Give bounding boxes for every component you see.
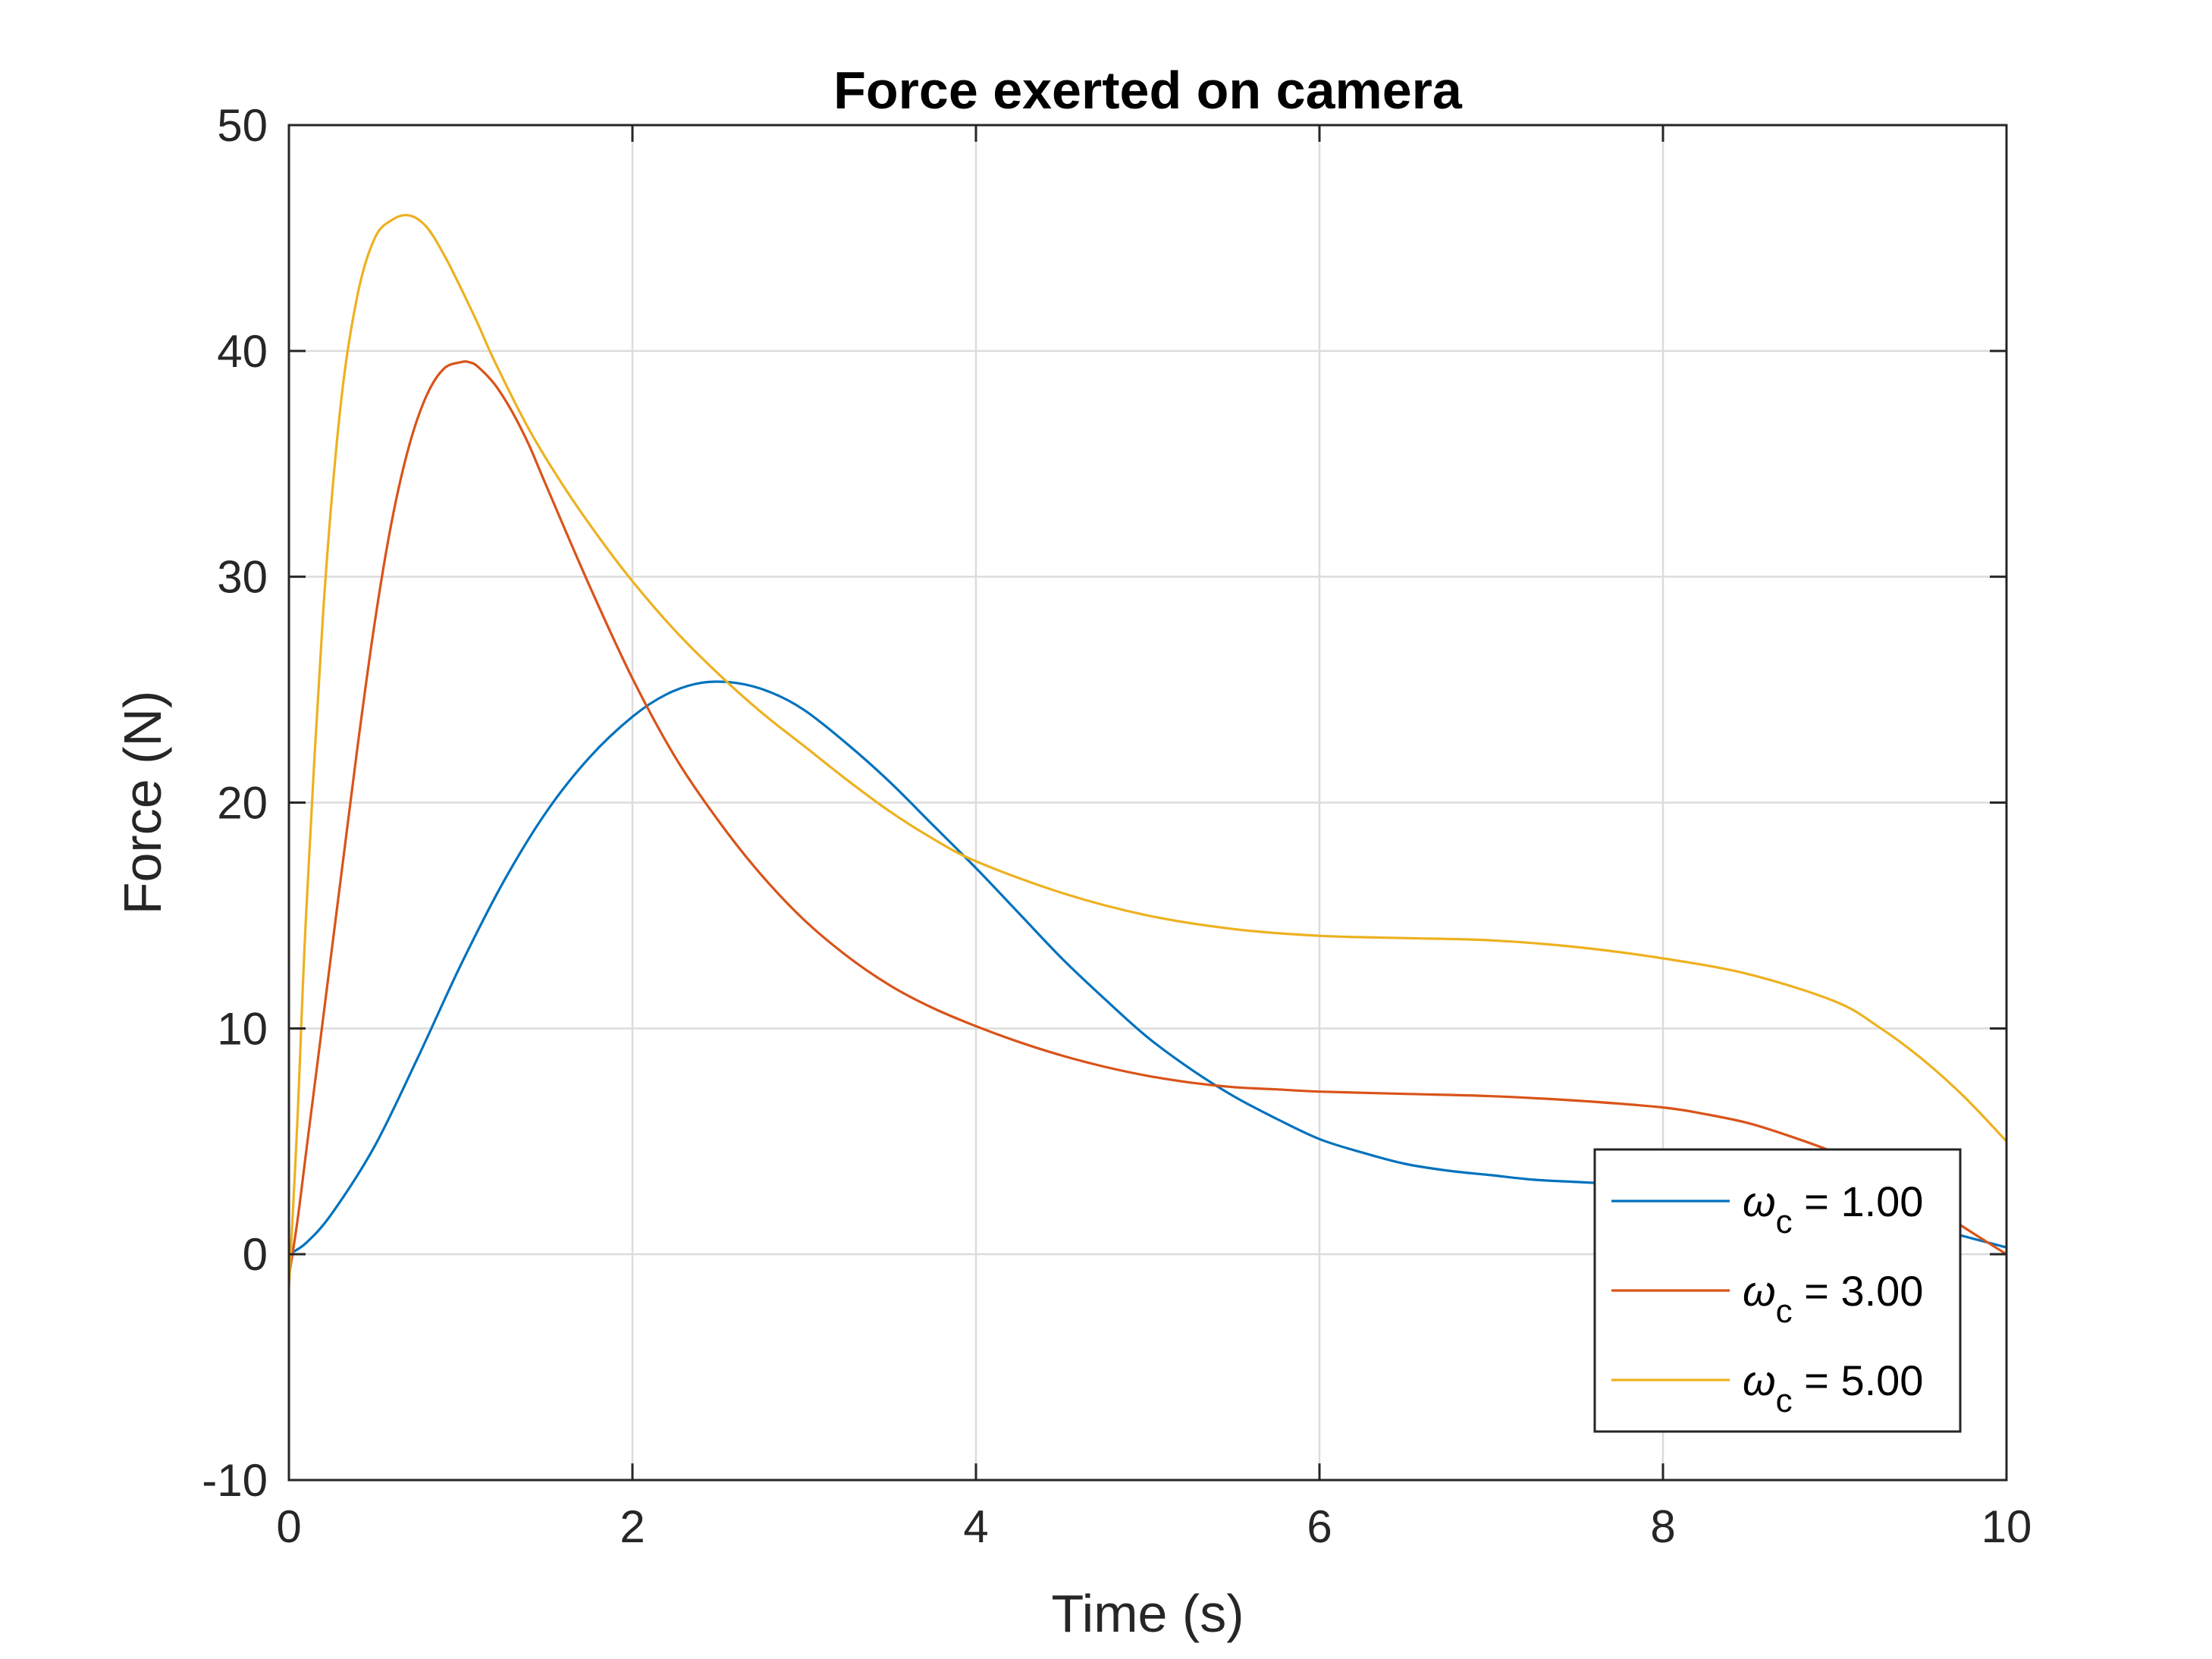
y-tick-label: 20 bbox=[217, 778, 268, 829]
series-lines bbox=[287, 214, 2008, 1288]
y-tick-label: 50 bbox=[217, 100, 268, 151]
legend-subscript: c bbox=[1776, 1382, 1793, 1419]
legend-entry-label: ωc = 3.00 bbox=[1743, 1267, 1923, 1330]
chart-title: Force exerted on camera bbox=[833, 61, 1463, 120]
legend-symbol: ω bbox=[1743, 1356, 1776, 1404]
x-tick-label: 6 bbox=[1307, 1501, 1332, 1552]
y-axis-label: Force (N) bbox=[113, 691, 172, 915]
legend-value: = 5.00 bbox=[1793, 1356, 1924, 1404]
x-tick-label: 4 bbox=[963, 1501, 988, 1552]
series-line-3 bbox=[287, 214, 2008, 1288]
y-tick-label: 40 bbox=[217, 326, 268, 377]
y-tick-label: -10 bbox=[202, 1455, 268, 1506]
y-tick-label: 10 bbox=[217, 1003, 268, 1054]
legend-entry-label: ωc = 5.00 bbox=[1743, 1356, 1923, 1419]
x-tick-label: 0 bbox=[276, 1501, 301, 1552]
legend-value: = 1.00 bbox=[1793, 1178, 1924, 1225]
legend-value: = 3.00 bbox=[1793, 1267, 1924, 1315]
grid-lines bbox=[289, 125, 2006, 1480]
y-tick-label: 30 bbox=[217, 552, 268, 603]
y-tick-label: 0 bbox=[243, 1229, 268, 1280]
series-line-2 bbox=[287, 360, 2007, 1278]
legend-subscript: c bbox=[1776, 1203, 1793, 1240]
legend-entry-label: ωc = 1.00 bbox=[1743, 1178, 1923, 1240]
x-tick-label: 2 bbox=[620, 1501, 645, 1552]
x-tick-label: 8 bbox=[1650, 1501, 1675, 1552]
legend-symbol: ω bbox=[1743, 1267, 1776, 1315]
legend-subscript: c bbox=[1776, 1293, 1793, 1330]
x-tick-label: 10 bbox=[1981, 1501, 2032, 1552]
x-axis-label: Time (s) bbox=[1051, 1584, 1244, 1643]
legend-symbol: ω bbox=[1743, 1178, 1776, 1225]
